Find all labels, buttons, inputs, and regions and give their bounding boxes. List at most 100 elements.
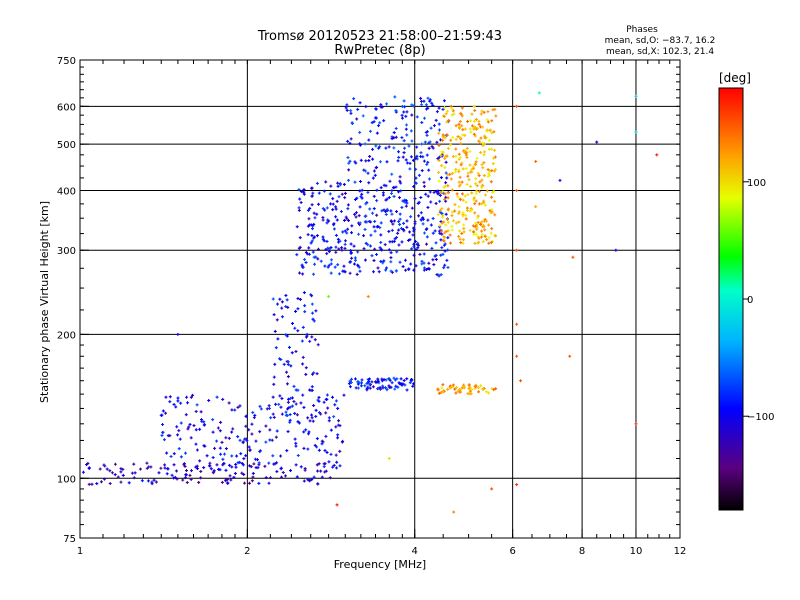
data-point [172,452,176,456]
data-point [427,261,431,265]
data-point [248,464,252,468]
data-point [280,412,284,416]
data-point [244,454,248,458]
data-point [474,127,478,131]
data-point [422,261,426,265]
data-point [483,150,487,154]
data-point [493,155,497,159]
data-point [334,453,338,457]
data-point [415,154,419,158]
data-point [220,440,224,444]
data-point [343,246,347,250]
data-point [477,202,481,206]
data-point [286,400,290,404]
data-point [379,259,383,263]
data-point [215,463,219,467]
data-point [384,210,388,214]
data-point [366,243,370,247]
data-point [371,270,375,274]
data-point [341,230,345,234]
data-point [296,454,300,458]
data-point [302,446,306,450]
data-point [426,160,430,164]
data-point [389,385,393,389]
colorbar-tick-label: 100 [747,178,766,189]
data-point [313,235,317,239]
data-point [209,467,213,471]
data-point [357,214,361,218]
data-point [449,386,453,390]
data-point [476,241,480,245]
data-point [477,236,481,240]
data-point [483,142,487,146]
data-point [170,473,174,477]
data-point [446,146,450,150]
data-point [353,180,357,184]
data-point [463,194,467,198]
data-point [404,158,408,162]
data-point [400,116,404,120]
data-point [233,408,237,412]
data-point [354,211,358,215]
data-point [275,429,279,433]
data-point [467,386,471,390]
data-point [402,139,406,143]
data-point [343,242,347,246]
data-point [242,472,246,476]
data-point [286,305,290,309]
data-point [390,189,394,193]
data-point [493,234,497,238]
data-point [360,196,364,200]
data-point [230,465,234,469]
data-point [442,266,446,270]
data-point [405,225,409,229]
chart-subtitle: RwPretec (8p) [334,43,425,58]
data-point [461,238,465,242]
data-point [454,137,458,141]
data-point [280,315,284,319]
data-point [457,234,461,238]
data-point [438,193,442,197]
data-point [464,217,468,221]
data-point [488,128,492,132]
data-point [286,375,290,379]
data-point [571,255,575,259]
data-point [405,201,409,205]
data-point [322,465,326,469]
data-point [371,176,375,180]
data-point [145,466,149,470]
data-point [127,481,131,485]
data-point [483,193,487,197]
data-point [375,213,379,217]
data-point [422,252,426,256]
data-point [313,216,317,220]
data-point [392,146,396,150]
plot-frame [79,59,681,539]
data-point [218,429,222,433]
data-point [413,222,417,226]
data-point [327,219,331,223]
data-point [416,246,420,250]
data-point [326,406,330,410]
data-point [489,211,493,215]
data-point [300,263,304,267]
data-point [224,436,228,440]
data-point [219,452,223,456]
data-point [310,194,314,198]
data-point [399,189,403,193]
data-point [336,181,340,185]
data-point [306,208,310,212]
data-point [376,377,380,381]
data-point [301,355,305,359]
data-point [313,443,317,447]
data-point [346,139,350,143]
data-point [398,175,402,179]
data-point [207,398,211,402]
data-point [327,419,331,423]
data-point [470,208,474,212]
data-point [284,305,288,309]
data-point [379,233,383,237]
data-point [363,384,367,388]
data-point [325,206,329,210]
data-point [479,222,483,226]
